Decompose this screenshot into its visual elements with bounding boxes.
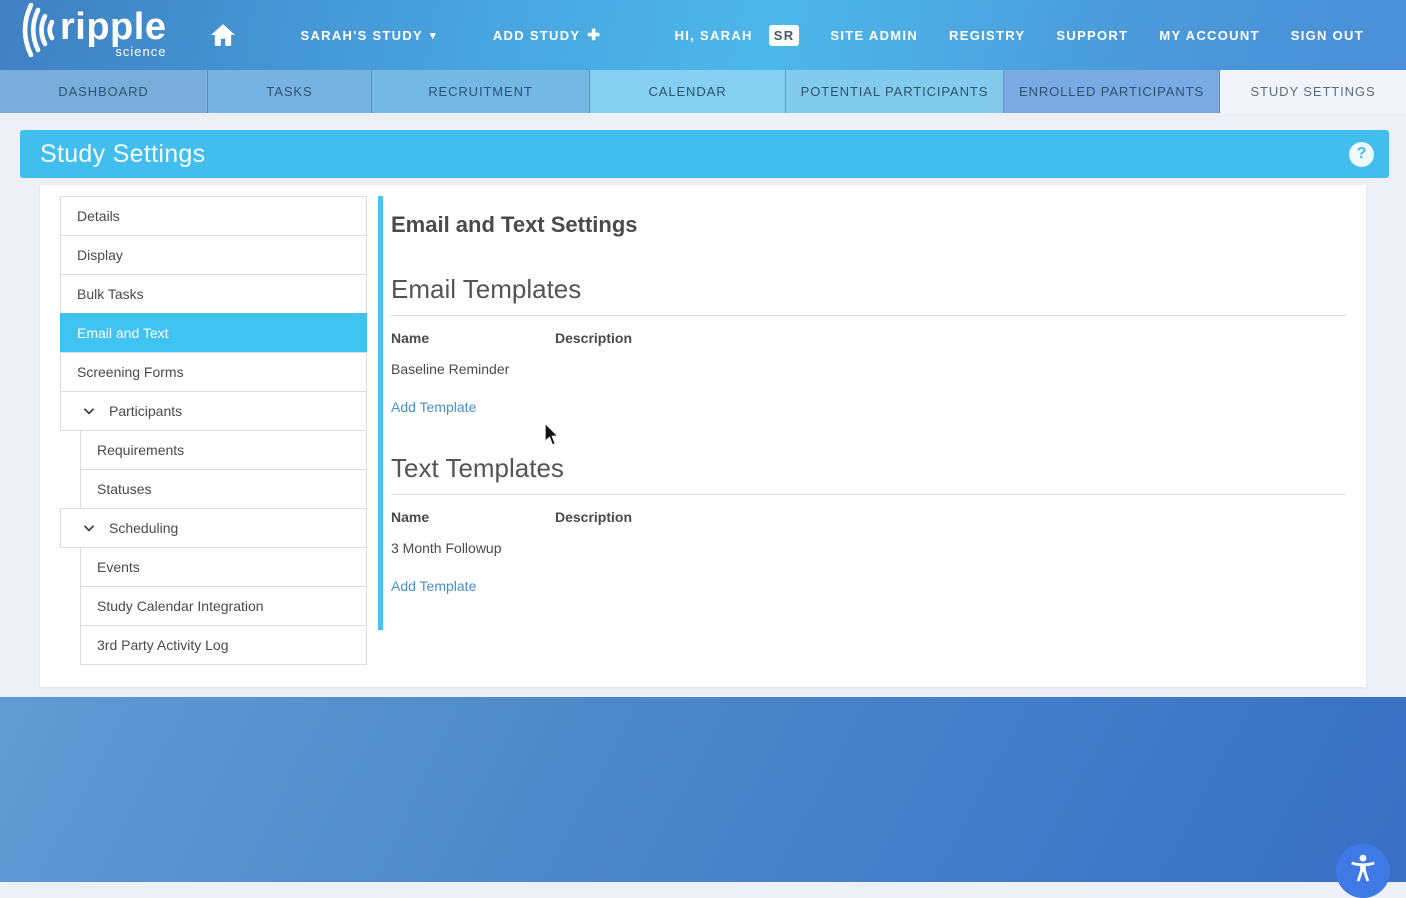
template-description bbox=[555, 540, 1346, 556]
settings-card: Details Display Bulk Tasks Email and Tex… bbox=[40, 185, 1366, 687]
sidebar-item-display[interactable]: Display bbox=[60, 235, 367, 275]
sidebar-item-email-and-text[interactable]: Email and Text bbox=[60, 313, 367, 353]
text-templates-heading: Text Templates bbox=[391, 453, 1346, 495]
sidebar-item-requirements[interactable]: Requirements bbox=[80, 430, 367, 470]
email-text-settings-panel: Email and Text Settings Email Templates … bbox=[391, 196, 1356, 630]
section-title: Email and Text Settings bbox=[391, 212, 638, 237]
help-icon[interactable]: ? bbox=[1349, 141, 1374, 167]
page-footer bbox=[0, 697, 1406, 898]
sidebar-item-events[interactable]: Events bbox=[80, 547, 367, 587]
sidebar-item-statuses[interactable]: Statuses bbox=[80, 469, 367, 509]
plus-icon: ✚ bbox=[587, 27, 602, 44]
add-text-template-link[interactable]: Add Template bbox=[391, 578, 477, 594]
chevron-down-icon bbox=[82, 404, 96, 418]
accessibility-widget-button[interactable] bbox=[1336, 844, 1390, 898]
tab-potential-participants[interactable]: POTENTIAL PARTICIPANTS bbox=[786, 70, 1004, 113]
email-templates-section: Email Templates Name Description Baselin… bbox=[391, 274, 1346, 417]
table-row: 3 Month Followup bbox=[391, 525, 1346, 556]
tab-calendar[interactable]: CALENDAR bbox=[590, 70, 786, 113]
sidebar-item-3rd-party-activity-log[interactable]: 3rd Party Activity Log bbox=[80, 625, 367, 665]
add-study-button[interactable]: ADD STUDY ✚ bbox=[492, 27, 602, 44]
tab-study-settings[interactable]: STUDY SETTINGS bbox=[1220, 70, 1406, 113]
accessibility-icon bbox=[1346, 852, 1380, 891]
nav-sign-out[interactable]: SIGN OUT bbox=[1290, 27, 1364, 43]
template-description bbox=[555, 361, 1346, 377]
nav-registry[interactable]: REGISTRY bbox=[949, 27, 1026, 43]
table-row: Baseline Reminder bbox=[391, 346, 1346, 377]
chevron-down-icon bbox=[82, 521, 96, 535]
tab-recruitment[interactable]: RECRUITMENT bbox=[372, 70, 590, 113]
app-header: ripple science SARAH'S STUDY ▾ ADD STUDY… bbox=[0, 0, 1406, 70]
sidebar-item-bulk-tasks[interactable]: Bulk Tasks bbox=[60, 274, 367, 314]
logo-subtitle: science bbox=[115, 44, 167, 60]
tab-enrolled-participants[interactable]: ENROLLED PARTICIPANTS bbox=[1004, 70, 1220, 113]
table-header: Name Description bbox=[391, 316, 1346, 346]
user-initials-badge: SR bbox=[768, 24, 800, 46]
sidebar-item-study-calendar-integration[interactable]: Study Calendar Integration bbox=[80, 586, 367, 626]
user-greeting[interactable]: HI, SARAH SR bbox=[675, 24, 800, 46]
nav-site-admin[interactable]: SITE ADMIN bbox=[830, 27, 919, 43]
column-header-description: Description bbox=[555, 509, 633, 525]
settings-sidebar: Details Display Bulk Tasks Email and Tex… bbox=[60, 196, 367, 665]
study-selector-dropdown[interactable]: SARAH'S STUDY ▾ bbox=[300, 27, 437, 43]
template-name: 3 Month Followup bbox=[391, 540, 502, 556]
text-templates-section: Text Templates Name Description 3 Month … bbox=[391, 453, 1346, 596]
sidebar-item-details[interactable]: Details bbox=[60, 196, 367, 236]
nav-support[interactable]: SUPPORT bbox=[1056, 27, 1129, 43]
sidebar-item-participants[interactable]: Participants bbox=[60, 391, 367, 431]
column-header-name: Name bbox=[391, 330, 430, 346]
sidebar-item-screening-forms[interactable]: Screening Forms bbox=[60, 352, 367, 392]
page-title: Study Settings bbox=[40, 139, 206, 168]
content-accent-bar bbox=[378, 196, 383, 630]
ripple-wave-icon bbox=[12, 2, 58, 62]
tab-tasks[interactable]: TASKS bbox=[208, 70, 372, 113]
page-banner: Study Settings ? bbox=[20, 130, 1389, 178]
template-name: Baseline Reminder bbox=[391, 361, 510, 377]
column-header-description: Description bbox=[555, 330, 633, 346]
email-templates-heading: Email Templates bbox=[391, 274, 1346, 316]
sidebar-item-scheduling[interactable]: Scheduling bbox=[60, 508, 367, 548]
nav-my-account[interactable]: MY ACCOUNT bbox=[1159, 27, 1260, 43]
table-header: Name Description bbox=[391, 495, 1346, 525]
home-icon[interactable] bbox=[210, 23, 236, 47]
column-header-name: Name bbox=[391, 509, 430, 525]
chevron-down-icon: ▾ bbox=[430, 29, 437, 42]
logo-wordmark: ripple bbox=[60, 5, 167, 48]
study-tab-bar: DASHBOARD TASKS RECRUITMENT CALENDAR POT… bbox=[0, 70, 1406, 113]
tab-dashboard[interactable]: DASHBOARD bbox=[0, 70, 208, 113]
add-email-template-link[interactable]: Add Template bbox=[391, 399, 477, 415]
ripple-science-logo[interactable]: ripple science bbox=[12, 2, 167, 62]
